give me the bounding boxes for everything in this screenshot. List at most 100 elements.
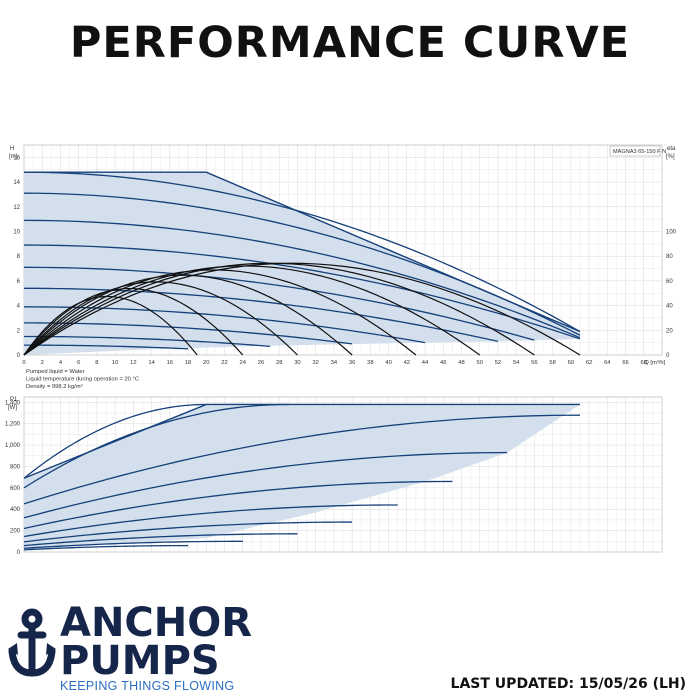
eta-curve-3 <box>23 265 481 356</box>
head-x-tick: 68 <box>641 360 647 366</box>
power-y-tick: 1,400 <box>5 400 21 406</box>
head-x-tick: 50 <box>476 360 482 366</box>
head-x-tick: 64 <box>604 360 611 366</box>
head-x-tick: 16 <box>167 360 173 366</box>
head-x-tick: 28 <box>276 360 282 366</box>
brand-tagline: KEEPING THINGS FLOWING <box>60 679 235 693</box>
eta-y-tick: 0 <box>666 353 670 359</box>
eta-y-tick: 20 <box>666 328 673 334</box>
head-y-tick: 8 <box>17 254 21 260</box>
head-curve-4 <box>23 244 581 340</box>
head-x-tick: 4 <box>59 360 63 366</box>
head-x-tick: 20 <box>203 360 209 366</box>
power-y-tick: 600 <box>10 486 21 492</box>
head-y-tick: 10 <box>13 229 20 235</box>
head-x-tick: 8 <box>95 360 98 366</box>
head-x-tick: 12 <box>130 360 136 366</box>
head-x-tick: 54 <box>513 360 520 366</box>
power-y-tick: 1,200 <box>5 422 21 428</box>
brand-name: ANCHOR <box>60 600 253 646</box>
head-x-tick: 58 <box>549 360 555 366</box>
head-x-tick: 36 <box>349 360 355 366</box>
power-curve-10 <box>23 544 189 551</box>
head-curve-9 <box>23 335 271 348</box>
eta-y-tick: 80 <box>666 254 673 260</box>
head-x-tick: 30 <box>294 360 300 366</box>
power-y-tick: 0 <box>17 550 21 556</box>
power-curve-6 <box>23 504 398 538</box>
power-y-tick: 400 <box>10 507 21 513</box>
model-label: MAGNA3 65-150 F N <box>613 149 666 155</box>
power-curve-4 <box>23 451 508 519</box>
head-y-tick: 4 <box>17 304 21 310</box>
model-label-box <box>609 145 661 157</box>
head-xlabel: Q [m³/h] <box>644 360 665 366</box>
head-ylabel: H <box>10 146 14 152</box>
head-x-tick: 60 <box>568 360 574 366</box>
power-curve-9 <box>23 540 243 549</box>
head-x-tick: 38 <box>367 360 373 366</box>
head-x-tick: 52 <box>495 360 501 366</box>
head-curve-6 <box>23 287 499 343</box>
eta-curve-7 <box>23 287 244 356</box>
head-y-tick: 2 <box>17 328 21 334</box>
eta-ylabel: eta <box>667 146 676 152</box>
power-chart: P1 [W] 0 200 400 600 800 1,000 1,200 1,400 <box>5 396 663 556</box>
head-x-tick: 18 <box>185 360 191 366</box>
head-curve-3 <box>23 219 581 339</box>
power-curve-5 <box>23 480 453 530</box>
eta-curve-6 <box>23 281 298 356</box>
head-y-tick: 0 <box>17 353 21 359</box>
head-curve-8 <box>23 322 353 345</box>
head-x-tick: 32 <box>312 360 318 366</box>
head-x-tick: 14 <box>148 360 155 366</box>
eta-curve-4 <box>23 269 417 356</box>
eta-y-tick: 100 <box>666 229 677 235</box>
head-curve-1 <box>23 171 581 333</box>
head-x-tick: 44 <box>422 360 429 366</box>
eta-y-tick: 40 <box>666 304 673 310</box>
head-y-tick: 14 <box>13 180 20 186</box>
head-x-tick: 10 <box>112 360 118 366</box>
head-ylabel-unit: [m] <box>9 154 18 160</box>
head-x-tick: 26 <box>258 360 264 366</box>
power-ylabel-unit: [W] <box>8 405 17 411</box>
anchor-logo-icon <box>8 608 56 677</box>
head-x-tick: 0 <box>22 360 25 366</box>
head-x-tick: 2 <box>41 360 44 366</box>
head-y-tick: 12 <box>13 205 20 211</box>
power-ylabel: P1 <box>10 397 18 403</box>
chart-note-1: Pumped liquid = Water <box>26 369 85 375</box>
head-x-tick: 42 <box>404 360 410 366</box>
eta-y-tick: 60 <box>666 279 673 285</box>
eta-curve-2 <box>23 262 581 356</box>
head-x-tick: 62 <box>586 360 592 366</box>
head-y-tick: 16 <box>13 155 20 161</box>
head-x-tick: 24 <box>240 360 247 366</box>
power-envelope <box>24 404 580 550</box>
head-x-tick: 34 <box>331 360 338 366</box>
power-y-tick: 800 <box>10 464 21 470</box>
head-x-tick: 56 <box>531 360 537 366</box>
head-x-tick: 6 <box>77 360 80 366</box>
head-curve-2 <box>23 192 581 336</box>
power-curve-7 <box>23 521 353 543</box>
head-x-tick: 66 <box>622 360 628 366</box>
chart-note-3: Density = 998.2 kg/m³ <box>26 384 83 390</box>
power-y-tick: 1,000 <box>5 443 21 449</box>
power-curve-3 <box>23 414 580 505</box>
head-y-tick: 6 <box>17 279 21 285</box>
head-x-tick: 46 <box>440 360 446 366</box>
brand-name-second: PUMPS <box>60 638 220 684</box>
chart-note-2: Liquid temperature during operation = 20… <box>26 377 139 383</box>
power-curve-8 <box>23 533 298 547</box>
last-updated: LAST UPDATED: 15/05/26 (LH) <box>450 676 686 692</box>
power-curve-2 <box>23 403 289 489</box>
eta-curve-8 <box>23 295 198 356</box>
power-y-tick: 200 <box>10 529 21 535</box>
head-x-tick: 22 <box>221 360 227 366</box>
head-curve-5 <box>23 266 535 341</box>
eta-ylabel-unit: [%] <box>666 154 675 160</box>
